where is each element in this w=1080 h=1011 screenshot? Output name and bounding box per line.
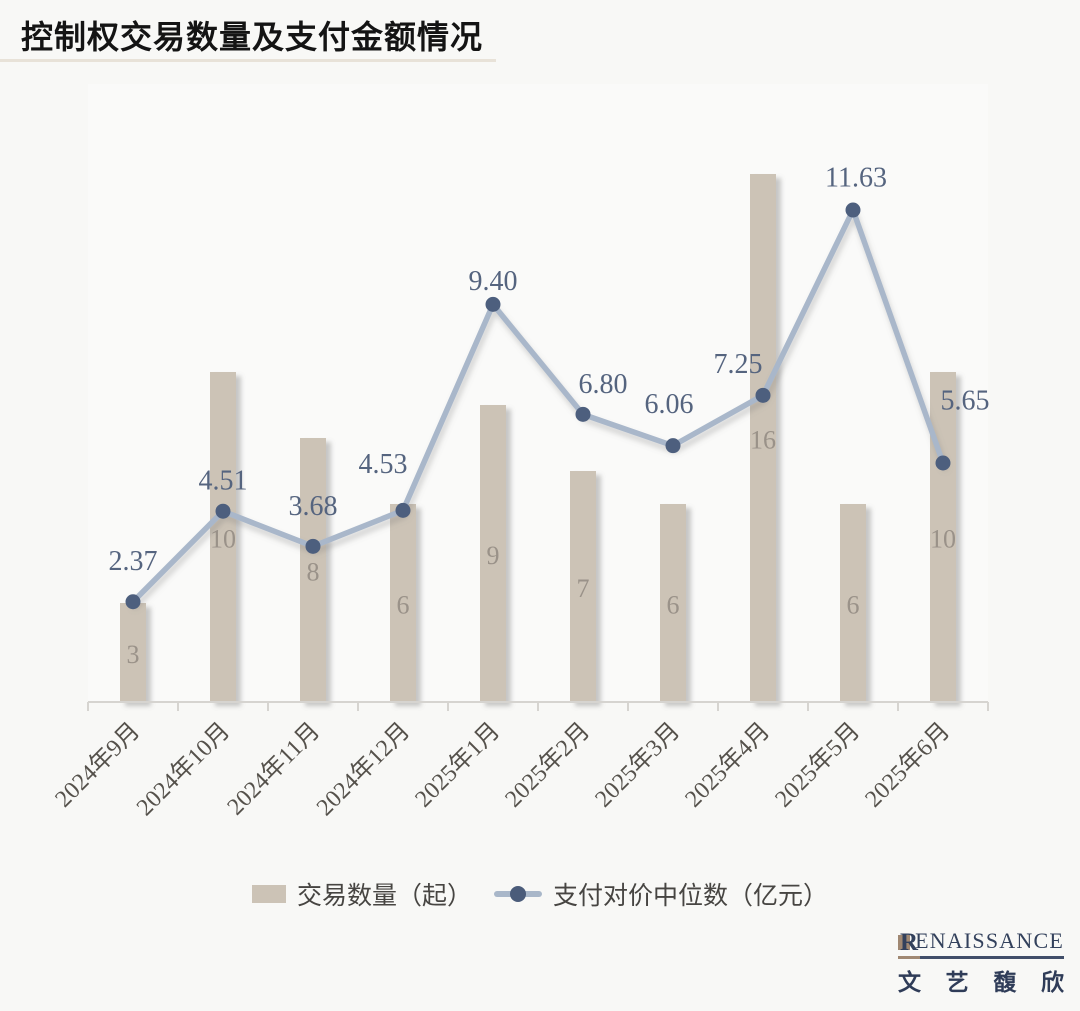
bar-2025年6月 [930, 372, 956, 702]
bar-legend-label: 交易数量（起） [296, 883, 472, 910]
line-point-marker-2025年4月 [755, 387, 771, 403]
line-value-label: 9.40 [469, 266, 518, 297]
bar-2024年10月 [210, 372, 236, 702]
bar-value-label: 6 [847, 591, 860, 620]
logo-mark-block [898, 935, 910, 950]
bar-2025年1月 [480, 405, 506, 702]
bar-2025年5月 [840, 504, 866, 702]
line-value-label: 7.25 [714, 349, 763, 380]
x-axis-label: 2025年2月 [500, 717, 595, 812]
bar-2024年11月 [300, 438, 326, 702]
bar-value-label: 6 [667, 591, 680, 620]
legend-item-bars: 交易数量（起） [251, 876, 472, 912]
logo-underline [898, 956, 1064, 959]
line-point-marker-2024年12月 [395, 502, 411, 518]
x-axis-label: 2024年12月 [311, 717, 415, 821]
logo-cn-char: 艺 [945, 969, 969, 995]
bar-value-label: 7 [577, 574, 590, 603]
x-axis-label: 2025年6月 [860, 717, 955, 812]
line-legend-marker-icon [510, 886, 526, 902]
line-point-marker-2025年2月 [575, 406, 591, 422]
bar-2025年2月 [570, 471, 596, 702]
line-point-marker-2025年6月 [935, 455, 951, 471]
line-legend-swatch [494, 885, 542, 903]
logo-cn-char: 文 [898, 969, 921, 995]
line-series [130, 207, 946, 605]
line-point-marker-2025年3月 [665, 438, 681, 454]
line-point-marker-2025年5月 [845, 202, 861, 218]
bar-value-label: 16 [750, 426, 776, 455]
bar-value-label: 10 [930, 525, 956, 554]
bar-value-label: 8 [307, 558, 320, 587]
x-axis-label: 2024年11月 [222, 717, 325, 820]
x-axis-label: 2025年4月 [680, 717, 775, 812]
bar-value-label: 9 [487, 541, 500, 570]
logo-mark-letter: R [900, 929, 919, 956]
x-axis-label: 2025年3月 [590, 717, 685, 812]
line-legend-label: 支付对价中位数（亿元） [553, 883, 829, 910]
legend-item-line: 支付对价中位数（亿元） [494, 876, 828, 912]
bar-legend-swatch [251, 885, 286, 903]
line-point-marker-2025年1月 [485, 296, 501, 312]
title-divider [0, 59, 496, 62]
logo-r-mark-icon: R [898, 929, 919, 956]
line-value-label: 3.68 [289, 491, 338, 522]
chart-legend: 交易数量（起） 支付对价中位数（亿元） [0, 874, 1080, 914]
bar-2025年3月 [660, 504, 686, 702]
plot-area [88, 84, 988, 702]
bar-value-label: 3 [127, 640, 140, 669]
bar-value-label: 6 [397, 591, 410, 620]
logo-cn-char: 馥 [993, 969, 1017, 995]
bar-2024年9月 [120, 603, 146, 702]
x-axis-label: 2024年10月 [131, 717, 235, 821]
bar-2025年4月 [750, 174, 776, 702]
line-value-label: 4.53 [359, 449, 408, 480]
bar-value-label: 10 [210, 525, 236, 554]
line-point-marker-2024年9月 [125, 594, 141, 610]
combo-chart: 3 10 8 6 9 7 6 16 6 10 2024年9月2024年10月2024年11月2024… [49, 84, 990, 822]
line-point-marker-2024年10月 [215, 503, 231, 519]
logo-brand-row: R ENAISSANCE [898, 928, 1064, 956]
page-title: 控制权交易数量及支付金额情况 [21, 19, 484, 55]
line-value-label: 5.65 [941, 386, 990, 417]
bar-2024年12月 [390, 504, 416, 702]
x-axis-label: 2025年1月 [410, 717, 505, 812]
line-point-marker-2024年11月 [305, 538, 321, 554]
renaissance-logo: R ENAISSANCE 文 艺 馥 欣 [898, 928, 1064, 997]
line-value-label: 4.51 [199, 466, 248, 497]
x-axis-label: 2025年5月 [770, 717, 865, 812]
x-axis-label: 2024年9月 [50, 717, 145, 812]
line-value-label: 6.80 [579, 369, 628, 400]
line-value-label: 2.37 [109, 546, 158, 577]
logo-chinese-name: 文 艺 馥 欣 [898, 963, 1064, 997]
logo-cn-char: 欣 [1040, 969, 1064, 995]
logo-brand-text: ENAISSANCE [915, 928, 1064, 953]
line-value-label: 11.63 [825, 163, 887, 194]
line-value-label: 6.06 [645, 389, 694, 420]
